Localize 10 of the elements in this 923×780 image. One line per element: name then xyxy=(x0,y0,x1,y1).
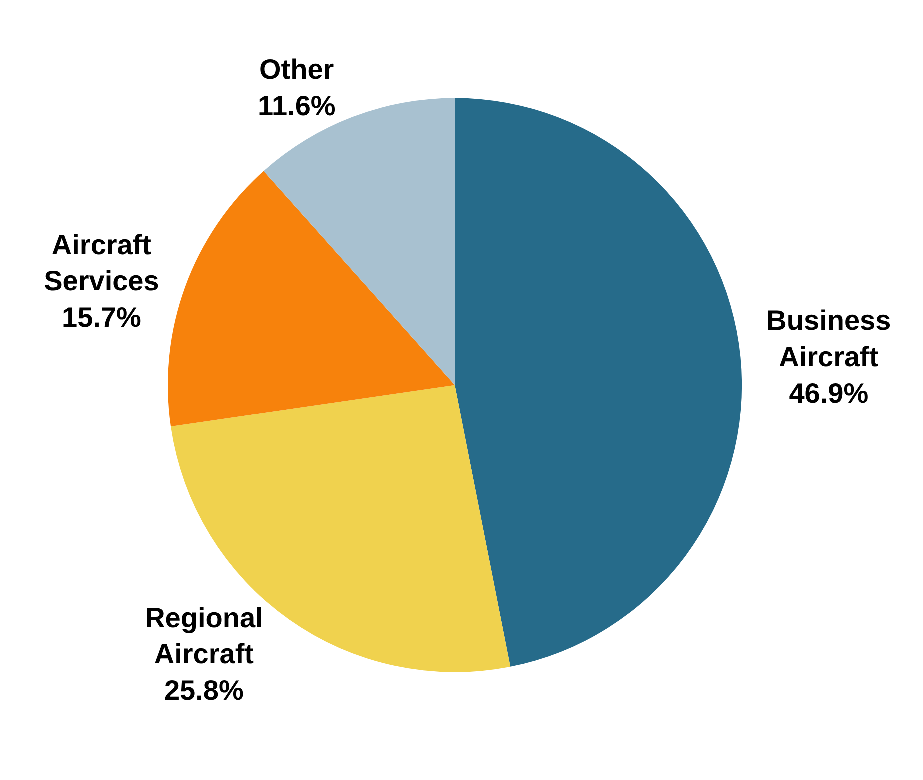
data-label: 46.9% xyxy=(789,378,869,409)
pie-slice xyxy=(455,98,742,667)
slice-label: Aircraft Services xyxy=(44,229,160,297)
pie-slice xyxy=(168,171,456,427)
data-label: 11.6% xyxy=(258,90,336,122)
data-label: 15.7% xyxy=(62,302,142,334)
slice-label: Other xyxy=(260,54,334,86)
slice-label: Business Aircraft xyxy=(766,305,892,372)
slice-label: Regional Aircraft xyxy=(145,602,264,670)
data-label: 25.8% xyxy=(164,675,244,706)
